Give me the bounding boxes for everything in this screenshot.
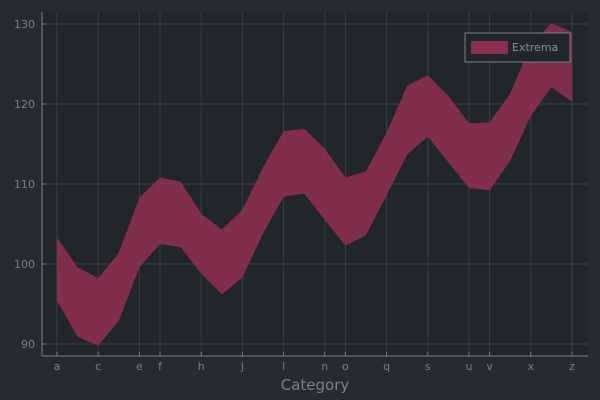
x-tick-label: l	[282, 360, 285, 373]
x-tick-label: q	[383, 360, 390, 373]
x-tick-label: h	[198, 360, 205, 373]
x-tick-label: j	[240, 360, 244, 373]
y-tick-label: 90	[21, 338, 35, 351]
legend-label: Extrema	[512, 41, 558, 54]
legend-swatch	[471, 41, 508, 54]
y-tick-label: 100	[14, 258, 35, 271]
x-tick-label: z	[569, 360, 575, 373]
y-tick-labels: 90 100 110 120 130	[14, 18, 46, 351]
y-tick-label: 120	[14, 98, 35, 111]
x-tick-label: u	[466, 360, 473, 373]
y-tick-label: 110	[14, 178, 35, 191]
x-tick-label: v	[486, 360, 493, 373]
x-tick-label: c	[95, 360, 101, 373]
y-tick-label: 130	[14, 18, 35, 31]
x-tick-label: s	[425, 360, 431, 373]
x-axis-title: Category	[281, 376, 350, 394]
x-tick-label: f	[158, 360, 163, 373]
x-tick-label: x	[528, 360, 535, 373]
band-group	[57, 23, 572, 346]
x-tick-label: o	[342, 360, 349, 373]
band-extrema	[57, 23, 572, 346]
x-tick-label: e	[136, 360, 143, 373]
x-tick-label: n	[321, 360, 328, 373]
x-tick-label: a	[54, 360, 61, 373]
legend: Extrema	[464, 32, 571, 63]
